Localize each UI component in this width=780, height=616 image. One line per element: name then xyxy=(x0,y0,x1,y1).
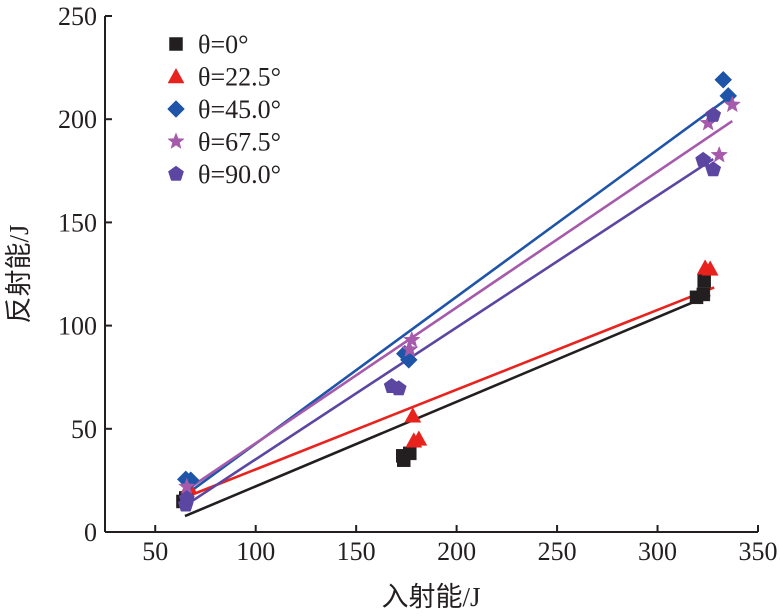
x-tick-label: 100 xyxy=(236,537,275,566)
y-tick-label: 250 xyxy=(58,2,97,31)
data-point-series-1 xyxy=(404,407,422,423)
data-point-series-3 xyxy=(403,330,421,348)
legend-label-0: θ=0° xyxy=(198,30,249,59)
data-point-series-4 xyxy=(705,106,722,122)
x-tick-label: 200 xyxy=(437,537,476,566)
legend-label-3: θ=67.5° xyxy=(198,128,281,157)
x-axis-title: 入射能/J xyxy=(381,582,480,612)
data-point-series-4 xyxy=(178,490,195,506)
x-tick-label: 150 xyxy=(337,537,376,566)
data-point-series-2 xyxy=(399,351,418,369)
axes xyxy=(104,16,758,533)
y-axis-title: 反射能/J xyxy=(4,224,34,323)
fit-line-series-1 xyxy=(185,286,715,499)
x-tick-label: 300 xyxy=(638,537,677,566)
legend-label-2: θ=45.0° xyxy=(198,95,281,124)
data-point-series-1 xyxy=(701,260,719,276)
legend: θ=0° θ=22.5° θ=45.0° θ=67.5° θ=90.0° xyxy=(167,30,281,189)
x-tick-label: 250 xyxy=(538,537,577,566)
data-point-series-4 xyxy=(705,161,722,177)
x-tick-label: 50 xyxy=(142,537,168,566)
data-point-series-0 xyxy=(696,287,711,302)
data-point-series-3 xyxy=(723,95,742,113)
fit-line-series-3 xyxy=(185,119,734,492)
fit-line-series-4 xyxy=(185,157,714,507)
data-point-series-2 xyxy=(714,70,733,89)
x-ticks: 50 100 150 200 250 300 350 xyxy=(142,525,778,566)
data-point-series-4 xyxy=(390,380,407,396)
legend-marker-0 xyxy=(169,37,183,51)
fit-line-series-0 xyxy=(184,293,711,518)
x-tick-label: 350 xyxy=(739,537,778,566)
legend-label-1: θ=22.5° xyxy=(198,63,281,92)
legend-marker-4 xyxy=(168,165,184,181)
legend-marker-1 xyxy=(167,67,185,84)
data-markers xyxy=(176,70,742,512)
y-tick-label: 150 xyxy=(58,208,97,237)
y-tick-label: 0 xyxy=(84,518,97,547)
y-tick-label: 100 xyxy=(58,312,97,341)
legend-marker-2 xyxy=(167,100,185,118)
data-point-series-3 xyxy=(710,145,728,163)
y-tick-label: 50 xyxy=(71,415,97,444)
legend-marker-3 xyxy=(167,132,185,149)
data-point-series-4 xyxy=(695,151,712,167)
y-ticks: 0 50 100 150 200 250 xyxy=(58,2,112,547)
data-point-series-0 xyxy=(697,274,711,288)
fit-lines xyxy=(184,96,734,518)
data-point-series-0 xyxy=(403,446,417,461)
legend-label-4: θ=90.0° xyxy=(198,160,281,189)
y-tick-label: 200 xyxy=(58,105,97,134)
data-point-series-1 xyxy=(410,430,428,446)
data-point-series-3 xyxy=(401,340,419,357)
